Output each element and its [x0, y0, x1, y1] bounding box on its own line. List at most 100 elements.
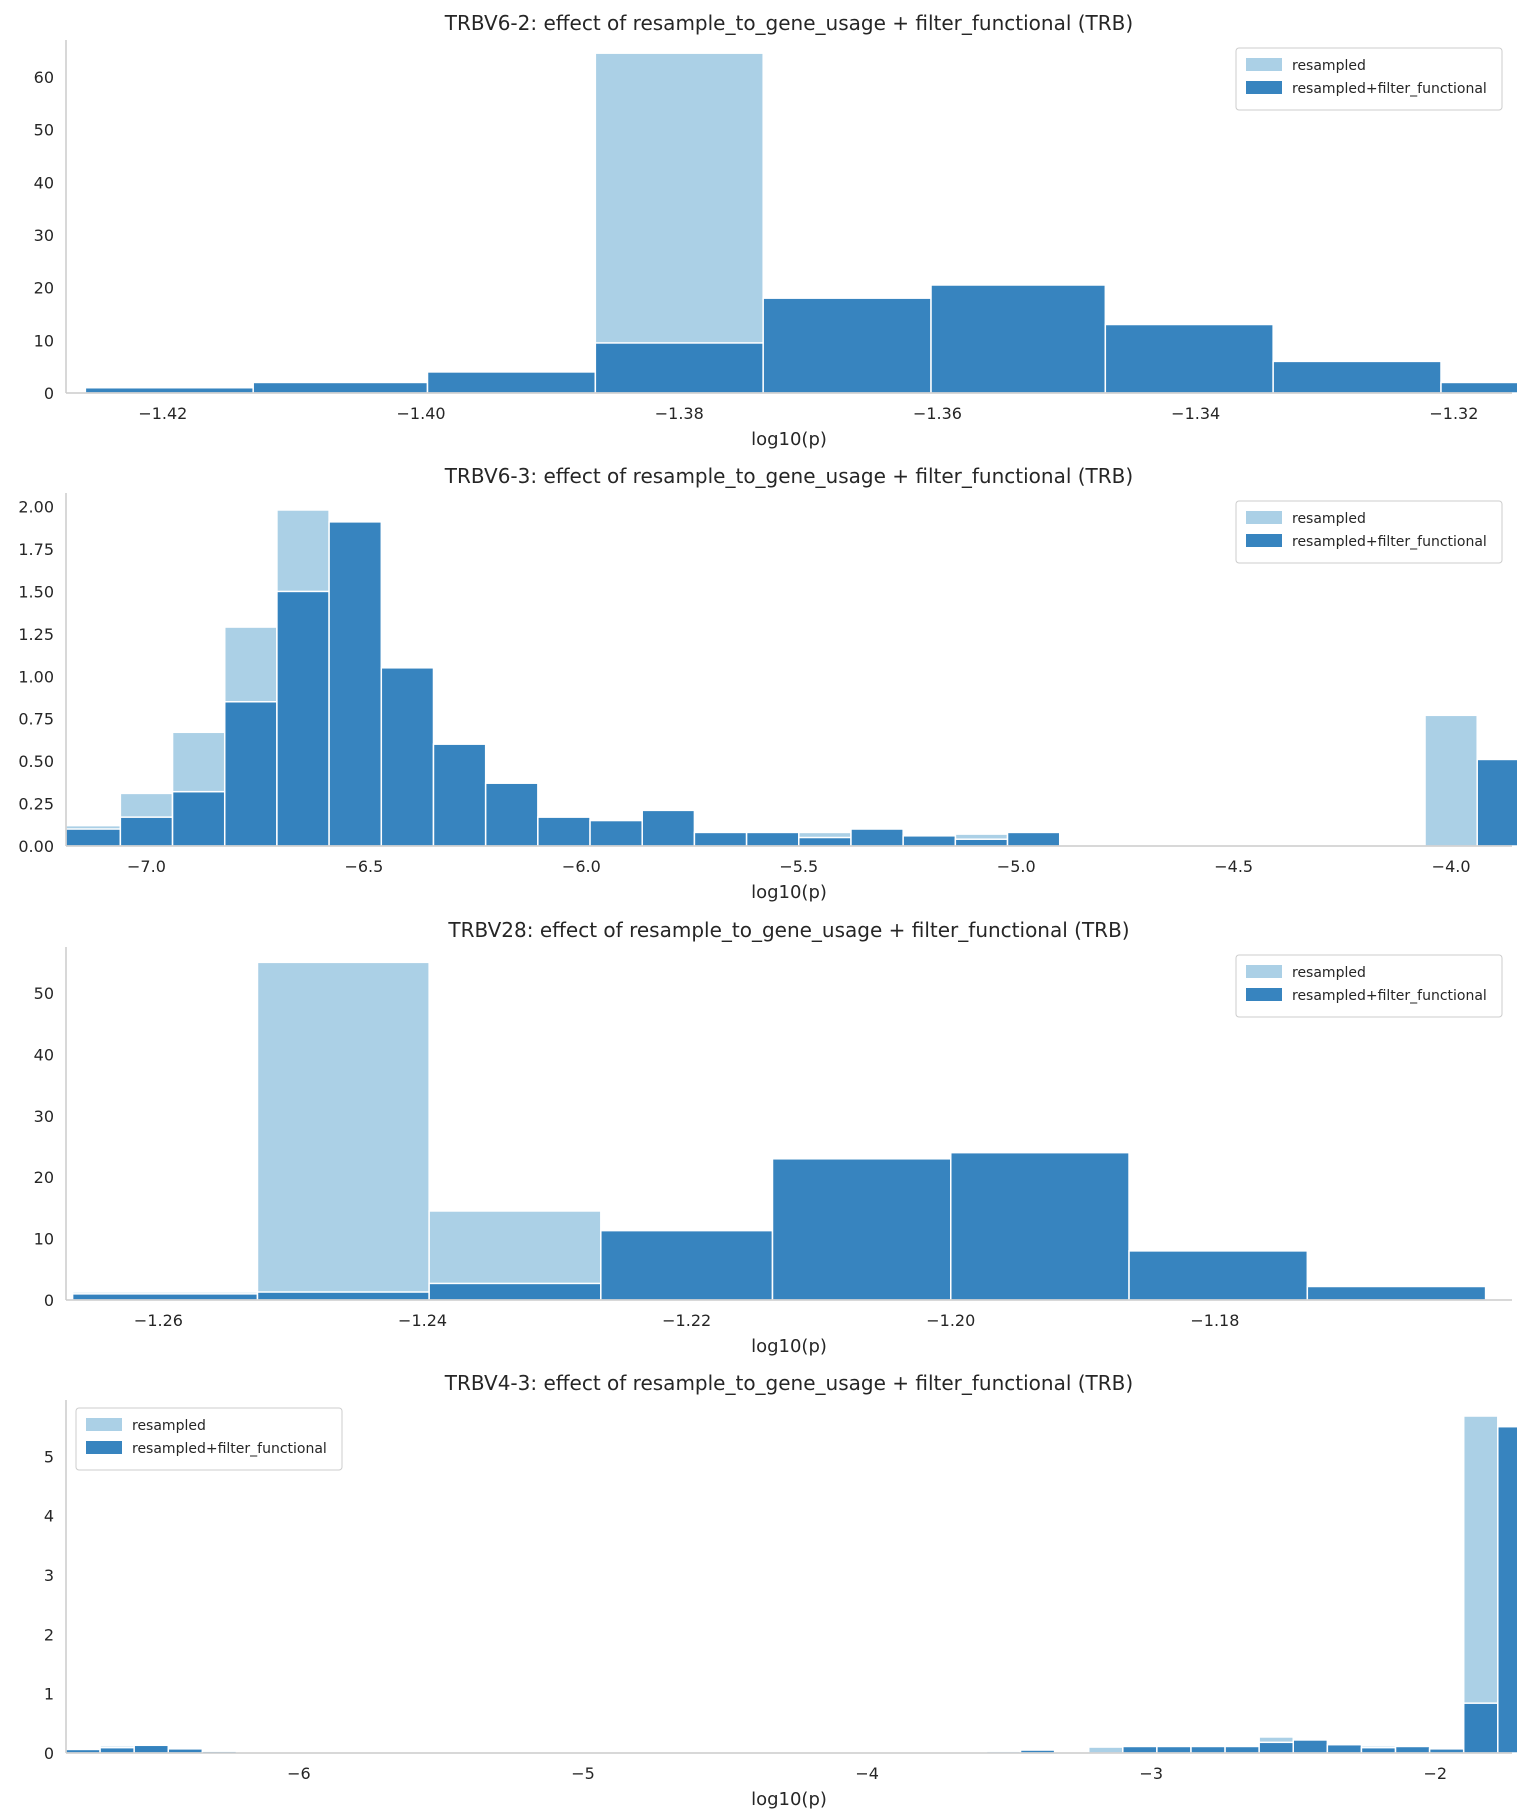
x-tick-label: −4	[855, 1764, 879, 1783]
histogram-bar	[594, 342, 764, 394]
histogram-bar	[380, 667, 435, 847]
histogram-bar	[771, 1158, 952, 1301]
histogram-bar	[594, 52, 764, 394]
histogram-bar	[589, 819, 643, 847]
x-tick-label: −1.32	[1429, 404, 1478, 423]
histogram-bar	[1087, 1746, 1124, 1754]
x-tick-label: −6	[287, 1764, 311, 1783]
y-tick-label: 40	[34, 173, 54, 192]
x-tick-label: −5.0	[997, 857, 1036, 876]
chart-title: TRBV6-3: effect of resample_to_gene_usag…	[444, 464, 1133, 488]
series-resampled	[71, 961, 602, 1301]
histogram-bar	[1462, 1702, 1499, 1754]
y-tick-label: 1	[44, 1685, 54, 1704]
chart-panel-3: TRBV28: effect of resample_to_gene_usage…	[34, 918, 1512, 1357]
histogram-bar	[1440, 381, 1517, 394]
y-tick-label: 30	[34, 1107, 54, 1126]
histogram-bar	[171, 790, 226, 847]
y-tick-label: 0	[44, 1291, 54, 1310]
y-tick-label: 1.75	[18, 540, 54, 559]
y-tick-label: 0	[44, 384, 54, 403]
chart-title: TRBV28: effect of resample_to_gene_usage…	[447, 918, 1129, 942]
legend-entry: resampled	[1292, 58, 1366, 74]
histogram-bar	[133, 1744, 170, 1754]
legend-swatch	[86, 1441, 122, 1454]
histogram-bar	[426, 371, 597, 394]
y-tick-label: 0.00	[18, 837, 54, 856]
y-tick-label: 0.25	[18, 795, 54, 814]
histogram-bar	[119, 816, 174, 847]
histogram-bar	[252, 381, 429, 394]
legend-swatch	[1246, 988, 1282, 1001]
y-tick-label: 10	[34, 1230, 54, 1249]
y-tick-label: 1.25	[18, 625, 54, 644]
chart-panel-2: TRBV6-3: effect of resample_to_gene_usag…	[18, 464, 1517, 903]
histogram-bar	[1190, 1745, 1226, 1754]
x-tick-label: −4.5	[1214, 857, 1253, 876]
chart-panel-1: TRBV6-2: effect of resample_to_gene_usag…	[34, 11, 1517, 450]
legend-entry: resampled+filter_functional	[132, 1441, 327, 1457]
histogram-bar	[954, 838, 1009, 847]
legend-frame	[1235, 47, 1503, 111]
histogram-bar	[641, 809, 696, 847]
x-tick-label: −6.5	[344, 857, 383, 876]
histogram-bar	[1156, 1745, 1192, 1754]
y-tick-label: 1.00	[18, 667, 54, 686]
x-tick-label: −1.24	[398, 1311, 447, 1330]
histogram-bar	[798, 836, 852, 847]
y-tick-label: 5	[44, 1447, 54, 1466]
histogram-bar	[1224, 1745, 1260, 1754]
histogram-bar	[537, 816, 591, 847]
histogram-bar	[1292, 1739, 1329, 1754]
histogram-bar	[328, 521, 383, 847]
histogram-bar	[745, 831, 800, 847]
legend-frame	[1235, 954, 1503, 1018]
histogram-bar	[484, 782, 539, 847]
histogram-bar	[1497, 1425, 1517, 1754]
y-tick-label: 4	[44, 1507, 54, 1526]
y-tick-label: 50	[34, 984, 54, 1003]
histogram-bar	[256, 961, 430, 1301]
legend-entry: resampled	[1292, 511, 1366, 527]
x-tick-label: −1.22	[662, 1311, 711, 1330]
x-axis-label: log10(p)	[751, 882, 827, 903]
chart-panel-4: TRBV4-3: effect of resample_to_gene_usag…	[44, 1371, 1517, 1810]
histogram-bar	[1104, 323, 1274, 394]
legend-frame	[1235, 500, 1503, 564]
legend: resampled resampled+filter_functional	[1235, 954, 1503, 1018]
x-tick-label: −1.20	[926, 1311, 975, 1330]
legend-entry: resampled+filter_functional	[1292, 81, 1487, 97]
x-tick-label: −5	[571, 1764, 595, 1783]
legend-swatch	[1246, 965, 1282, 978]
histogram-bar	[762, 297, 932, 394]
legend-swatch	[1246, 534, 1282, 547]
histogram-bar	[223, 700, 278, 847]
legend-entry: resampled+filter_functional	[1292, 988, 1487, 1004]
y-tick-label: 50	[34, 121, 54, 140]
histogram-bar	[950, 1151, 1130, 1301]
x-axis-label: log10(p)	[751, 429, 827, 450]
x-tick-label: −1.18	[1190, 1311, 1239, 1330]
legend-swatch	[1246, 511, 1282, 524]
y-tick-label: 0.75	[18, 710, 54, 729]
y-tick-label: 20	[34, 279, 54, 298]
histogram-bar	[1424, 714, 1478, 847]
histogram-bar	[84, 386, 254, 394]
y-tick-label: 2.00	[18, 498, 54, 517]
legend-frame	[75, 1407, 343, 1471]
x-axis-label: log10(p)	[751, 1336, 827, 1357]
legend-entry: resampled	[1292, 965, 1366, 981]
legend: resampled resampled+filter_functional	[1235, 47, 1503, 111]
histogram-bar	[1476, 758, 1517, 847]
legend-entry: resampled	[132, 1418, 206, 1434]
y-tick-label: 60	[34, 68, 54, 87]
histogram-bar	[256, 1291, 430, 1301]
legend: resampled resampled+filter_functional	[75, 1407, 343, 1471]
histogram-bar	[1128, 1250, 1309, 1301]
y-tick-label: 40	[34, 1045, 54, 1064]
legend-swatch	[1246, 81, 1282, 94]
histogram-bar	[1272, 360, 1442, 394]
histogram-bar	[1122, 1745, 1158, 1754]
chart-title: TRBV4-3: effect of resample_to_gene_usag…	[444, 1371, 1133, 1395]
